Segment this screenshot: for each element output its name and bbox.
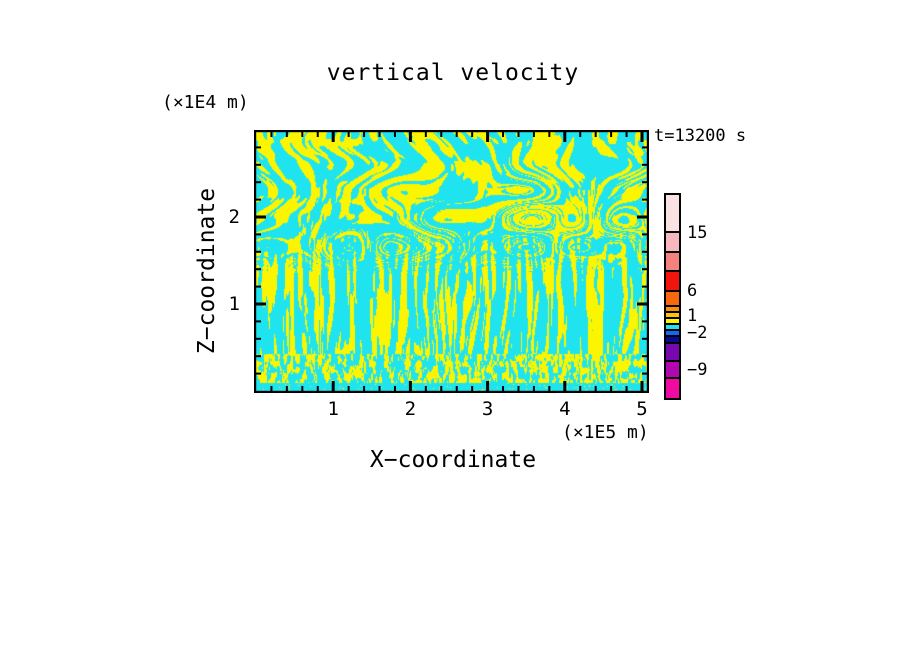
colorbar-segment-1 — [666, 233, 679, 253]
x-tick-label-5: 5 — [636, 398, 648, 420]
colorbar-segment-0 — [666, 195, 679, 233]
x-tick-label-2: 2 — [404, 398, 417, 420]
time-label: t=13200 s — [654, 126, 747, 146]
colorbar-segment-6 — [666, 313, 679, 319]
colorbar-segment-8 — [666, 325, 679, 331]
colorbar — [664, 193, 681, 400]
colorbar-label-1: 1 — [687, 306, 698, 326]
colorbar-segment-10 — [666, 337, 679, 344]
colorbar-segment-3 — [666, 272, 679, 292]
colorbar-segment-2 — [666, 253, 679, 272]
colorbar-segment-12 — [666, 362, 679, 379]
colorbar-segment-13 — [666, 379, 679, 398]
colorbar-segment-9 — [666, 331, 679, 337]
z-axis-label: Z−coordinate — [194, 187, 220, 355]
colorbar-label-15: 15 — [687, 223, 708, 243]
x-tick-label-4: 4 — [559, 398, 571, 420]
plot-frame-and-ticks — [254, 130, 649, 393]
colorbar-segment-5 — [666, 307, 679, 313]
z-axis-unit-label: (×1E4 m) — [162, 92, 249, 113]
plot-frame — [254, 130, 649, 393]
velocity-field-heatmap — [256, 132, 647, 391]
x-tick-label-1: 1 — [327, 398, 339, 420]
x-axis-label: X−coordinate — [369, 447, 537, 473]
colorbar-segment-4 — [666, 292, 679, 307]
colorbar-segment-11 — [666, 344, 679, 362]
colorbar-label-−9: −9 — [687, 360, 708, 380]
x-axis-unit-label: (×1E5 m) — [562, 422, 649, 443]
z-tick-label-1: 1 — [228, 293, 240, 315]
plot-title: vertical velocity — [326, 60, 580, 86]
colorbar-label-−2: −2 — [687, 323, 708, 343]
colorbar-label-6: 6 — [687, 281, 698, 301]
colorbar-segment-7 — [666, 319, 679, 325]
z-tick-label-2: 2 — [228, 206, 240, 228]
x-tick-label-3: 3 — [481, 398, 494, 420]
